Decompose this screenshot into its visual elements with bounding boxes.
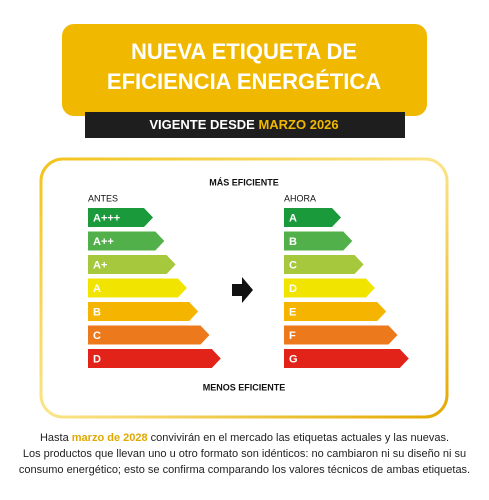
energy-class-bar xyxy=(284,255,364,274)
energy-class-bar xyxy=(88,349,221,368)
energy-class-bar xyxy=(284,231,353,251)
energy-class-label: A+ xyxy=(93,259,107,271)
banner-text: VIGENTE DESDE MARZO 2026 xyxy=(149,117,338,132)
energy-class-bar xyxy=(284,325,398,345)
footer: Hasta marzo de 2028 convivirán en el mer… xyxy=(10,430,479,478)
energy-class-label: B xyxy=(289,236,297,248)
energy-class-bar xyxy=(284,302,387,321)
footer-highlight: marzo de 2028 xyxy=(71,432,148,444)
footer-rest: convivirán en el mercado las etiquetas a… xyxy=(150,432,450,444)
energy-class-label: D xyxy=(289,283,297,295)
energy-class-bar xyxy=(88,278,187,298)
energy-class-label: A+++ xyxy=(93,212,120,224)
energy-class-bar xyxy=(284,208,341,227)
energy-class-bar xyxy=(88,231,165,251)
banner-prefix: VIGENTE DESDE xyxy=(149,117,255,132)
energy-class-bar xyxy=(88,255,176,274)
banner xyxy=(85,112,405,138)
footer-line: Hasta marzo de 2028 convivirán en el mer… xyxy=(10,430,479,446)
header-title: EFICIENCIA ENERGÉTICA xyxy=(107,69,381,94)
energy-class-label: A xyxy=(289,212,297,224)
energy-class-label: A++ xyxy=(93,236,114,248)
top-label: MÁS EFICIENTE xyxy=(209,177,279,187)
energy-class-label: E xyxy=(289,306,296,318)
energy-class-bar xyxy=(88,325,210,345)
energy-class-label: C xyxy=(289,259,297,271)
energy-class-bar xyxy=(284,278,375,298)
header-title: NUEVA ETIQUETA DE xyxy=(131,39,357,64)
energy-class-label: G xyxy=(289,353,298,365)
header-box xyxy=(62,24,427,116)
after-title: AHORA xyxy=(284,193,316,203)
arrow xyxy=(232,277,253,303)
footer-note: Los productos que llevan uno u otro form… xyxy=(18,448,471,476)
energy-class-bar xyxy=(284,349,409,368)
energy-class-label: D xyxy=(93,353,101,365)
energy-class-label: B xyxy=(93,306,101,318)
before-title: ANTES xyxy=(88,193,118,203)
banner-highlight: MARZO 2026 xyxy=(258,117,338,132)
footer-prefix: Hasta xyxy=(39,432,69,444)
infographic: NUEVA ETIQUETA DE EFICIENCIA ENERGÉTICA … xyxy=(39,24,449,419)
energy-class-bar xyxy=(88,302,199,321)
energy-class-label: C xyxy=(93,330,101,342)
energy-class-label: A xyxy=(93,283,101,295)
bottom-label: MENOS EFICIENTE xyxy=(203,382,286,392)
energy-class-label: F xyxy=(289,330,296,342)
energy-class-bar xyxy=(88,208,153,227)
